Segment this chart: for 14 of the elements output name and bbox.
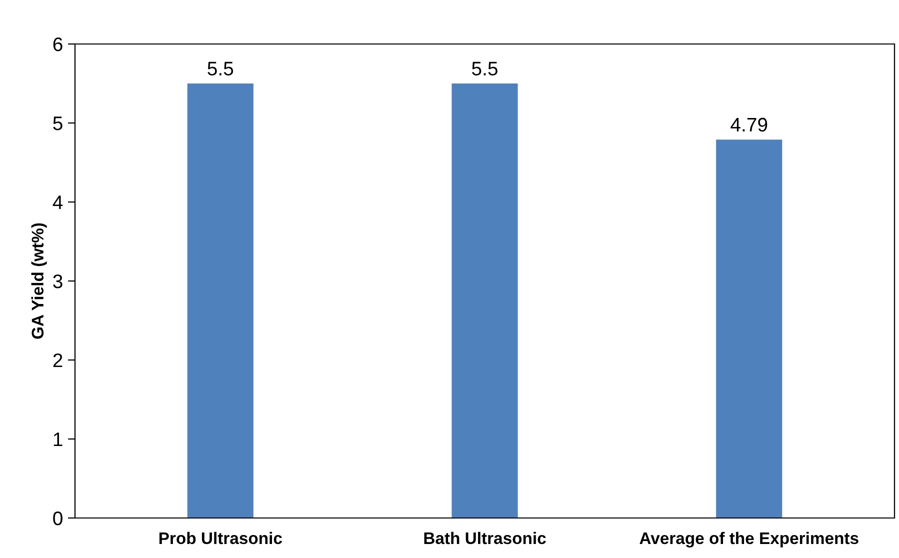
- y-axis-title: GA Yield (wt%): [31, 223, 47, 339]
- x-tick-label: Prob Ultrasonic: [159, 532, 282, 544]
- y-tick-label: 0: [53, 511, 62, 526]
- data-label: 4.79: [730, 118, 768, 132]
- y-tick-label: 2: [53, 353, 62, 368]
- data-label: 5.5: [472, 62, 498, 76]
- x-tick-label: Average of the Experiments: [640, 532, 858, 548]
- y-tick-label: 4: [52, 196, 63, 210]
- y-tick-label: 6: [53, 37, 62, 52]
- y-tick-label: 1: [54, 432, 62, 446]
- x-tick-label: Bath Ultrasonic: [424, 532, 546, 544]
- data-label: 5.5: [208, 62, 234, 76]
- y-tick-label: 3: [53, 274, 62, 288]
- y-tick-label: 5: [53, 116, 62, 130]
